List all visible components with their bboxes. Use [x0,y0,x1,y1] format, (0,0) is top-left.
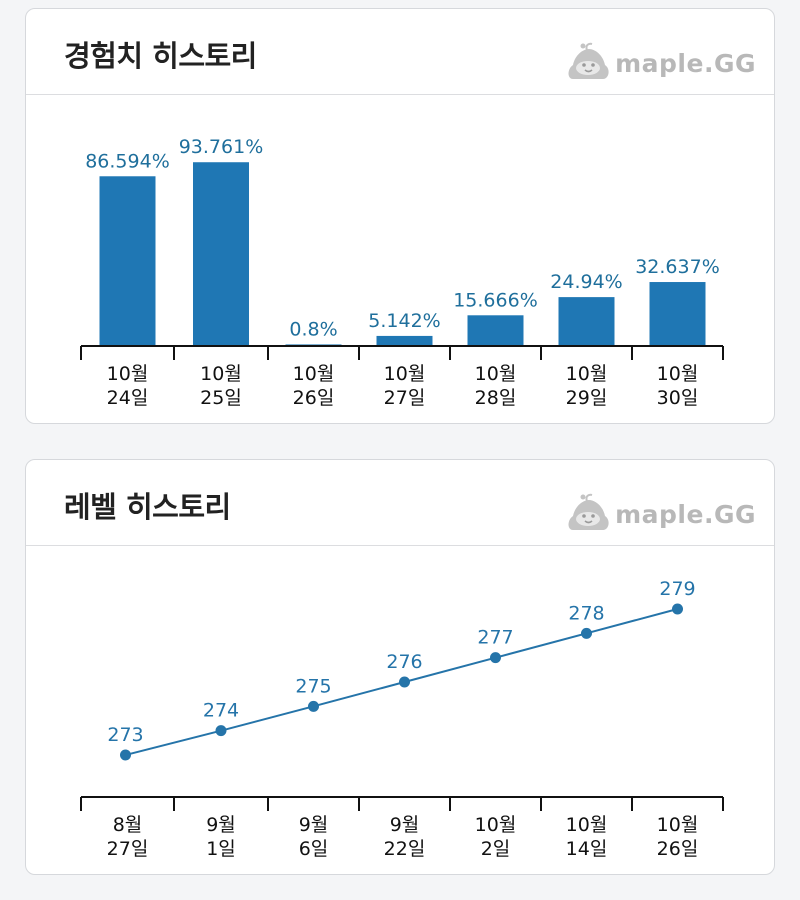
bar [193,162,249,346]
point-data-label: 275 [295,675,331,697]
slime-icon [568,493,609,530]
x-tick-label: 10월 [107,363,149,385]
level-history-title: 레벨 히스토리 [64,490,231,524]
x-tick-label: 24일 [107,387,149,409]
bar [649,282,706,346]
exp-history-header: 경험치 히스토리 maple.GG [26,9,774,95]
x-tick-label: 29일 [566,387,608,409]
x-tick-label: 10월 [475,363,517,385]
x-tick-label: 2일 [481,838,511,860]
data-point [581,627,592,639]
x-tick-label: 14일 [566,838,608,860]
logo-text: maple.GG [615,48,756,78]
bar [467,315,524,346]
bar-data-label: 32.637% [635,256,720,278]
data-point [490,652,501,664]
exp-history-card: 경험치 히스토리 maple.GG 86.594% 93.761% 0.8% 5.14… [25,8,775,424]
x-tick-label: 10월 [475,814,517,836]
bar [558,297,615,346]
bar-data-label: 5.142% [368,310,440,332]
data-point [215,725,227,737]
bar-data-label: 24.94% [550,271,622,293]
bar-data-label: 93.761% [179,136,264,158]
x-tick-label: 10월 [566,363,608,385]
x-tick-label: 9월 [299,814,329,836]
x-tick-label: 10월 [566,814,608,836]
x-tick-label: 26일 [657,838,699,860]
x-tick-label: 9월 [206,814,236,836]
x-tick-label: 10월 [200,363,242,385]
exp-history-title: 경험치 히스토리 [64,39,257,73]
x-tick-label: 10월 [293,363,335,385]
point-data-label: 277 [477,627,513,649]
data-point [672,603,683,615]
point-data-label: 274 [203,700,239,722]
bar-data-label: 86.594% [85,150,170,172]
bar [99,176,156,346]
maple-gg-logo: maple.GG [565,492,756,536]
x-tick-label: 28일 [475,387,517,409]
point-data-label: 273 [107,724,143,746]
point-data-label: 279 [659,578,695,600]
maple-gg-logo: maple.GG [565,41,756,85]
slime-icon [568,42,609,79]
data-point [308,700,319,712]
exp-bar-chart: 86.594% 93.761% 0.8% 5.142% 15.666% 24.94% 32.… [80,136,724,409]
level-line-chart: 2732742752762772782798월27일9월1일9월6일9월22일1… [80,578,724,860]
x-tick-label: 10월 [384,363,426,385]
level-history-header: 레벨 히스토리 maple.GG [26,460,774,546]
x-tick-label: 10월 [657,363,699,385]
data-point [120,749,131,761]
bar-data-label: 15.666% [453,289,538,311]
x-tick-label: 9월 [390,814,420,836]
x-tick-label: 25일 [200,387,242,409]
point-data-label: 278 [568,602,604,624]
data-point [399,676,410,688]
x-tick-label: 10월 [657,814,699,836]
level-history-card: 레벨 히스토리 maple.GG 273 274 275 276 277 278 279 8월… [25,459,775,875]
x-tick-label: 6일 [299,838,329,860]
x-tick-label: 27일 [107,838,149,860]
x-tick-label: 1일 [206,838,236,860]
x-tick-label: 27일 [384,387,426,409]
point-data-label: 276 [386,651,422,673]
bar [376,335,433,346]
x-tick-label: 8월 [113,814,143,836]
x-tick-label: 26일 [293,387,335,409]
x-tick-label: 30일 [657,387,699,409]
bar-data-label: 0.8% [289,318,337,340]
logo-text: maple.GG [615,499,756,529]
x-tick-label: 22일 [384,838,426,860]
